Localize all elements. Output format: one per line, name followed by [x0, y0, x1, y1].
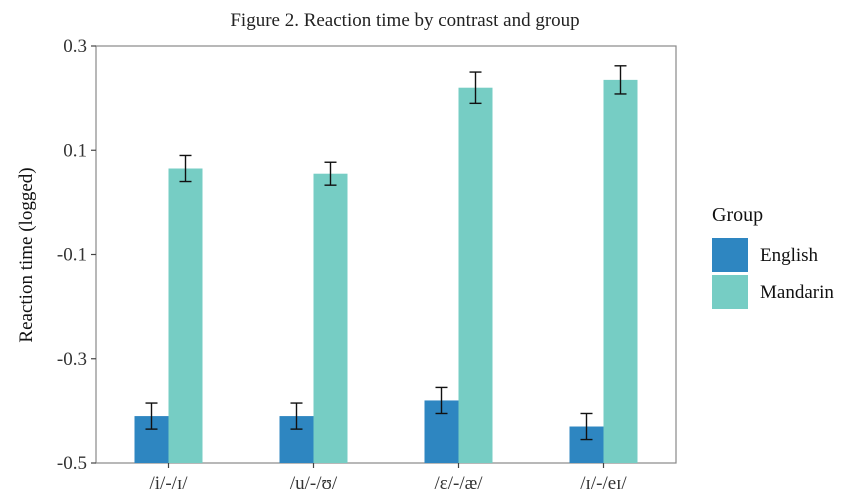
x-tick-label: /ɪ/-/eɪ/ [580, 473, 627, 494]
legend: English Mandarin [712, 238, 834, 309]
y-tick-label: -0.5 [57, 453, 87, 474]
x-tick-label: /i/-/ɪ/ [150, 473, 189, 494]
y-tick-label: 0.1 [63, 140, 87, 161]
legend-swatch-english [712, 238, 748, 272]
x-tick-label: /ɛ/-/æ/ [434, 473, 483, 494]
legend-label-english: English [760, 245, 819, 266]
y-tick-label: -0.3 [57, 349, 87, 370]
bar-mandarin [313, 173, 348, 464]
bar-mandarin [168, 168, 203, 463]
legend-swatch-mandarin [712, 275, 748, 309]
plot-layer: 0.3 0.1 -0.1 -0.3 -0.5/i/-/ɪ/ /u/-/ʊ/ /ɛ/-/æ/ /… [57, 36, 638, 494]
x-tick-label: /u/-/ʊ/ [290, 473, 338, 494]
chart-title: Figure 2. Reaction time by contrast and … [230, 10, 579, 31]
y-axis-title: Reaction time (logged) [16, 167, 37, 342]
y-tick-label: -0.1 [57, 245, 87, 266]
bar-mandarin [603, 79, 638, 463]
legend-label-mandarin: Mandarin [760, 282, 834, 303]
bar-mandarin [458, 87, 493, 463]
y-tick-label: 0.3 [63, 36, 87, 57]
legend-title: Group [712, 204, 763, 226]
